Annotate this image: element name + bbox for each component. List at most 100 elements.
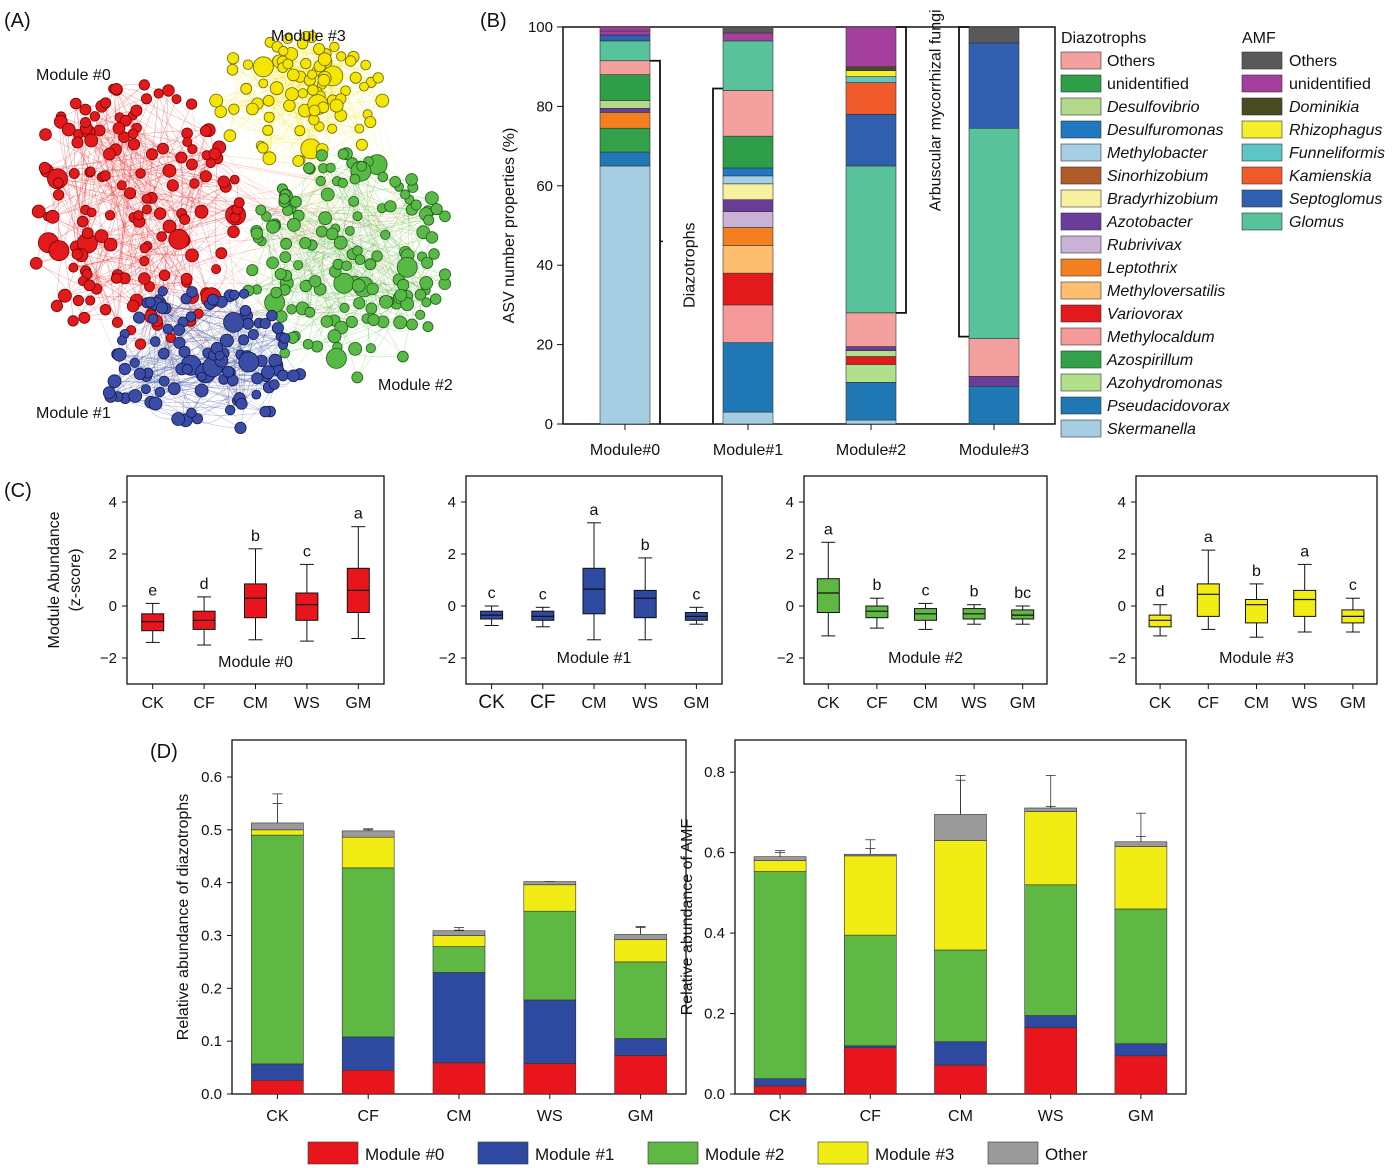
network-node-module0 [139,243,150,254]
network-node-module3 [317,52,332,67]
network-node-module1 [259,317,271,329]
network-node-module0 [50,299,64,312]
box-panel-title: Module #0 [218,654,293,671]
x-tick-label: WS [1038,1108,1064,1125]
network-node-module0 [104,210,116,221]
network-node-module1 [140,384,151,395]
network-node-module1 [261,365,275,380]
network-edge [300,160,408,256]
network-node-module3 [242,59,254,70]
bar-segment [614,934,667,941]
network-node-module0 [111,272,122,284]
network-node-module3 [340,85,351,97]
network-edge [117,193,131,323]
y-tick-label: 2 [1118,546,1126,563]
network-edge [307,168,327,345]
x-tick-label: GM [684,695,710,712]
network-node-module1 [229,289,240,301]
y-tick-label: 0.6 [704,845,725,862]
legend-item-diazotrophs: Desulfovibrio [1107,99,1200,116]
network-node-module2 [439,210,451,223]
bar-segment [934,814,987,841]
y-tick-label: 4 [786,494,794,511]
network-node-module2 [348,341,363,356]
x-tick-label: GM [1128,1108,1154,1125]
network-node-module1 [196,371,207,382]
legend-item-amf: Kamienskia [1289,168,1372,185]
legend-swatch [1060,166,1102,185]
network-node-module3 [329,98,344,113]
legend-item-diazotrophs: unidentified [1107,76,1189,93]
network-node-module0 [85,166,96,177]
x-tick-label: CK [478,692,505,713]
box [633,589,657,619]
network-node-module0 [145,148,158,161]
bottom-legend: Module #0 Module #1 Module #2 Module #3 Othe… [307,1141,1088,1165]
network-node-module0 [71,248,83,260]
network-edge [136,110,267,217]
y-tick-label: 2 [786,546,794,563]
y-tick-label: 0.1 [201,1033,222,1050]
y-tick-label: 4 [109,494,117,511]
network-node-module1 [206,293,219,306]
network-node-module2 [255,204,267,216]
network-edge [340,64,366,243]
bar-segment [614,1038,667,1056]
network-node-module2 [380,229,391,240]
panel-c-charts: −2 0 2 4 CK e CF d CM b WS c GM a Module #0 −2 0 2 4 CK c CF c… [46,475,1378,713]
box [865,605,889,619]
network-node-module0 [70,97,82,110]
network-node-module0 [94,229,109,244]
network-edge [234,179,386,235]
network-edge [129,193,241,428]
legend-swatch [1060,258,1102,277]
network-edge [215,201,285,270]
network-node-module1 [186,286,198,298]
network-edge [164,380,269,390]
network-node-module2 [279,347,291,359]
x-tick-label: CM [582,695,607,712]
network-edge [220,111,301,161]
box [1293,589,1317,617]
network-node-module0 [48,240,70,262]
bar-segment [845,346,897,351]
network-node-module1 [239,305,252,317]
bar-segment [968,385,1020,425]
network-node-module0 [29,256,43,270]
bar-segment [1024,1027,1077,1095]
network-label-module0: Module #0 [36,67,111,84]
network-node-module0 [111,316,123,328]
network-node-module2 [278,193,290,205]
network-node-module0 [127,138,141,151]
x-tick-label: GM [345,695,371,712]
network-node-module1 [287,369,300,383]
network-edge [191,286,364,413]
network-edge [105,102,182,158]
box [1196,583,1220,617]
network-node-module0 [84,133,99,148]
x-tick-label: GM [1340,695,1366,712]
network-edge [336,181,423,257]
x-tick-label: CM [948,1108,973,1125]
network-node-module1 [224,404,236,416]
network-edge [291,94,356,282]
network-node-module0 [215,247,228,260]
network-node-module0 [158,269,171,282]
legend-swatch [1060,143,1102,162]
network-edge [274,130,300,225]
network-edge [136,219,185,301]
y-tick-label: 0.0 [201,1086,222,1103]
network-node-module1 [251,389,262,400]
y-tick-label: 0.4 [201,875,222,892]
bar-segment [722,32,774,42]
network-node-module2 [286,304,297,315]
bar-segment [722,175,774,185]
network-node-module0 [180,272,193,285]
y-tick-label: 0.0 [704,1086,725,1103]
network-node-module2 [299,236,312,249]
network-edge [91,140,182,214]
network-node-module2 [365,343,376,354]
network-node-module0 [76,215,89,228]
bar-segment [251,829,304,836]
network-node-module1 [173,336,186,349]
